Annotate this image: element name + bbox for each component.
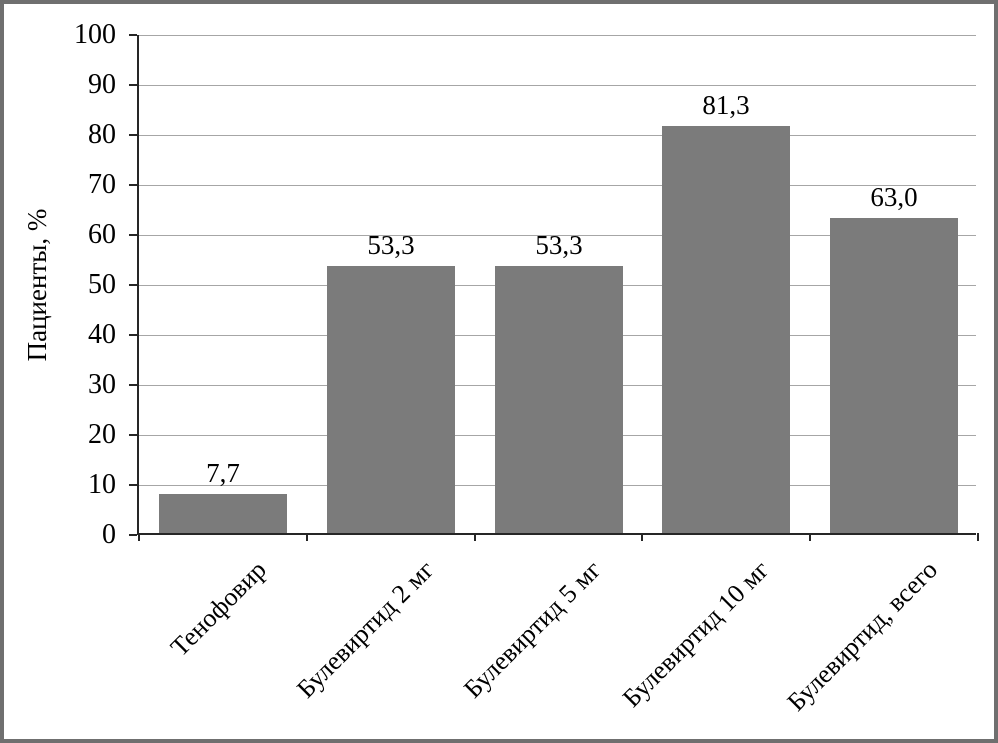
bar-1 (327, 266, 455, 533)
x-tick-mark-5 (977, 533, 979, 541)
bar-value-label-0: 7,7 (206, 458, 240, 488)
y-tick-label-80: 80 (88, 119, 116, 150)
y-tick-mark-60 (129, 234, 137, 236)
y-tick-label-20: 20 (88, 419, 116, 450)
y-tick-mark-40 (129, 334, 137, 336)
gridline-90 (139, 85, 976, 86)
y-tick-mark-100 (129, 34, 137, 36)
y-tick-label-50: 50 (88, 269, 116, 300)
y-tick-label-0: 0 (102, 519, 116, 550)
x-category-label-1: Булевиртид 2 мг (290, 555, 440, 704)
y-tick-label-10: 10 (88, 469, 116, 500)
y-tick-label-100: 100 (74, 19, 116, 50)
x-category-label-0: Тенофовир (164, 555, 272, 663)
y-tick-mark-10 (129, 484, 137, 486)
bar-value-label-1: 53,3 (367, 230, 415, 260)
y-tick-mark-20 (129, 434, 137, 436)
bar-2 (495, 266, 623, 533)
y-tick-label-40: 40 (88, 319, 116, 350)
bar-4 (830, 218, 958, 533)
y-tick-mark-90 (129, 84, 137, 86)
gridline-100 (139, 35, 976, 36)
x-tick-mark-2 (474, 533, 476, 541)
gridline-70 (139, 185, 976, 186)
y-tick-label-70: 70 (88, 169, 116, 200)
bar-value-label-4: 63,0 (870, 182, 918, 212)
bar-0 (159, 494, 287, 533)
x-category-label-4: Булевиртид, всего (781, 555, 943, 717)
y-tick-label-30: 30 (88, 369, 116, 400)
x-category-label-3: Булевиртид 10 мг (617, 555, 775, 713)
gridline-60 (139, 235, 976, 236)
y-tick-mark-80 (129, 134, 137, 136)
bar-value-label-2: 53,3 (535, 230, 583, 260)
gridline-80 (139, 135, 976, 136)
y-tick-mark-50 (129, 284, 137, 286)
y-tick-label-60: 60 (88, 219, 116, 250)
bar-3 (662, 126, 790, 533)
y-tick-label-90: 90 (88, 69, 116, 100)
x-tick-mark-4 (809, 533, 811, 541)
y-tick-mark-0 (129, 534, 137, 536)
y-tick-mark-30 (129, 384, 137, 386)
x-tick-mark-3 (641, 533, 643, 541)
bar-value-label-3: 81,3 (702, 90, 750, 120)
plot-area: 7,7 53,3 53,3 81,3 63,0 (137, 35, 979, 541)
y-tick-mark-70 (129, 184, 137, 186)
x-tick-mark-1 (306, 533, 308, 541)
x-tick-mark-0 (138, 533, 140, 541)
x-category-label-2: Булевиртид 5 мг (458, 555, 608, 704)
